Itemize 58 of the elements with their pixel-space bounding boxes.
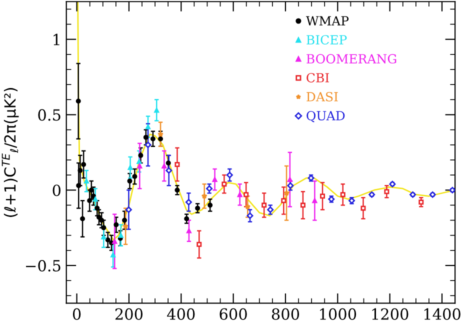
point xyxy=(185,198,192,206)
x-tick-label: 0 xyxy=(72,308,81,320)
point xyxy=(112,238,118,244)
y-tick-label: 0.5 xyxy=(38,109,60,121)
y-axis-title: (ℓ+1)C$^{TE}$$_{ℓ}$/2π(μK²) xyxy=(2,88,19,217)
point xyxy=(201,193,208,199)
point xyxy=(118,232,124,238)
point xyxy=(226,172,233,178)
point xyxy=(78,168,83,173)
legend-label: CBI xyxy=(306,73,329,82)
point xyxy=(105,237,110,242)
point xyxy=(80,216,86,222)
point xyxy=(237,192,242,198)
x-tick-label: 600 xyxy=(220,308,247,320)
legend-label: BOOMERANG xyxy=(306,54,396,64)
point xyxy=(208,202,213,208)
point xyxy=(267,206,274,213)
point xyxy=(138,152,144,158)
point xyxy=(360,206,366,211)
y-tick-label: −0.5 xyxy=(26,260,60,272)
legend-label: WMAP xyxy=(306,16,349,26)
point xyxy=(300,202,306,208)
point xyxy=(384,189,390,194)
point xyxy=(76,98,81,104)
point xyxy=(114,222,119,228)
point xyxy=(110,252,116,258)
point xyxy=(162,163,167,168)
point xyxy=(122,218,128,223)
point xyxy=(287,182,294,189)
x-tick-label: 1000 xyxy=(320,308,356,320)
point xyxy=(128,164,133,170)
point xyxy=(212,177,218,182)
legend-label: QUAD xyxy=(306,110,345,122)
legend-label: BICEP xyxy=(306,35,347,45)
point xyxy=(206,185,213,192)
point xyxy=(222,182,227,187)
point xyxy=(320,194,326,199)
point xyxy=(158,136,164,142)
x-tick-label: 1200 xyxy=(372,308,408,320)
point xyxy=(81,162,86,167)
point xyxy=(166,160,171,166)
x-tick-label: 200 xyxy=(115,308,143,320)
y-tick-label: 1 xyxy=(54,34,60,46)
x-tick-label: 800 xyxy=(272,308,300,320)
x-tick-label: 1400 xyxy=(424,308,460,320)
point xyxy=(196,242,202,247)
point xyxy=(340,192,346,198)
legend-label: DASI xyxy=(306,92,338,102)
point xyxy=(186,228,192,234)
point xyxy=(174,162,180,167)
x-tick-label: 400 xyxy=(167,308,195,320)
y-tick-label: 0 xyxy=(52,184,60,196)
point xyxy=(154,108,160,113)
point xyxy=(281,198,286,204)
point xyxy=(150,136,156,142)
point xyxy=(262,202,267,208)
point xyxy=(132,174,138,180)
point xyxy=(312,198,318,204)
